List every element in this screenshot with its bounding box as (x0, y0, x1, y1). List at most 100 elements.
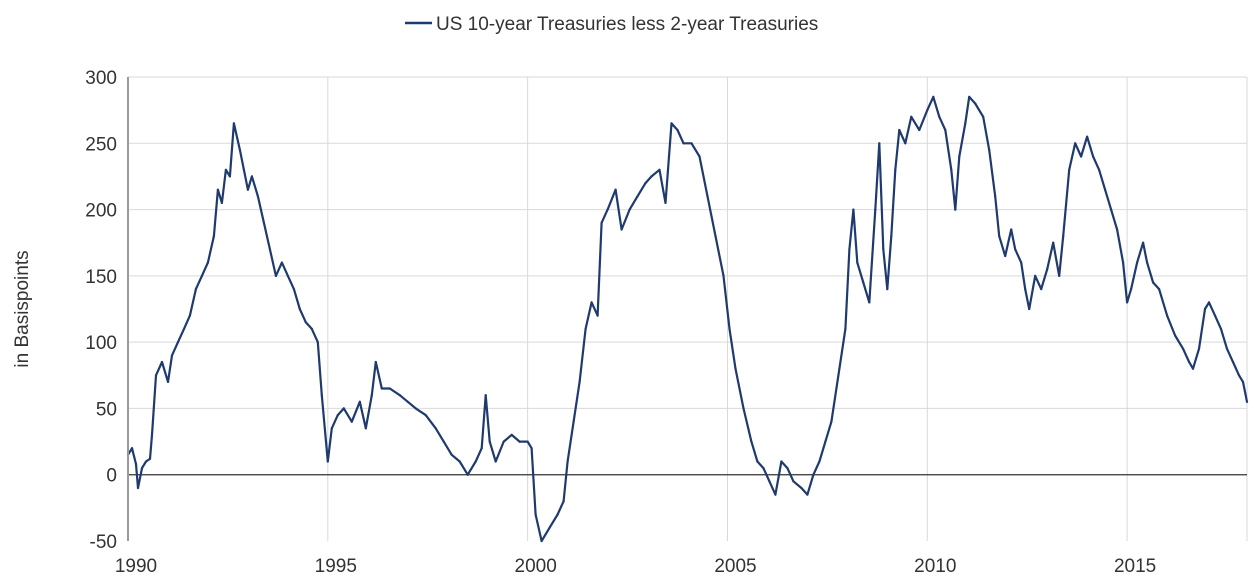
data-point (644, 182, 647, 185)
data-point (878, 142, 881, 145)
legend: US 10-year Treasuries less 2-year Treasu… (405, 14, 818, 35)
data-point (166, 380, 170, 383)
data-point (188, 314, 191, 317)
data-point (994, 195, 997, 198)
data-point (1116, 228, 1119, 231)
data-point (1034, 274, 1037, 277)
data-point (1010, 228, 1013, 231)
data-point (1046, 268, 1049, 271)
data-point (1166, 314, 1169, 317)
data-point (958, 155, 961, 158)
x-axis-ticks: 1990 1995 2000 2005 2010 2015 (115, 556, 1156, 577)
data-point (474, 460, 477, 463)
x-tick-label: 2000 (515, 556, 557, 577)
legend-label: US 10-year Treasuries less 2-year Treasu… (436, 14, 818, 35)
data-point (1188, 360, 1191, 364)
data-point (488, 440, 491, 443)
x-tick-label: 2005 (714, 556, 756, 577)
data-point (982, 115, 985, 118)
data-point (442, 440, 445, 443)
data-point (1062, 235, 1065, 238)
data-point (742, 407, 745, 410)
data-point (1014, 248, 1017, 251)
data-point (844, 327, 847, 330)
x-tick-label: 1995 (315, 556, 357, 577)
data-point (1241, 380, 1245, 383)
data-point (620, 228, 623, 231)
data-point (342, 407, 345, 410)
data-point (670, 122, 673, 125)
data-point (1020, 261, 1023, 264)
data-point (950, 168, 953, 171)
data-point (1174, 334, 1177, 337)
data-point (926, 109, 929, 112)
data-point (698, 155, 701, 158)
data-point (596, 314, 599, 317)
data-point (220, 201, 223, 204)
data-point (1122, 261, 1125, 264)
data-point (1130, 288, 1133, 291)
data-point (1058, 274, 1061, 277)
data-point (682, 142, 685, 145)
y-tick-label: 250 (85, 134, 117, 155)
data-point (750, 440, 753, 443)
data-point (1028, 307, 1031, 311)
data-point (194, 288, 197, 291)
data-point (154, 374, 158, 377)
data-point (756, 460, 759, 463)
data-point (326, 460, 329, 463)
data-point (148, 457, 152, 460)
data-point (1203, 307, 1207, 311)
data-point (176, 341, 180, 344)
data-point (1092, 155, 1095, 158)
data-point (768, 480, 771, 483)
data-point (182, 327, 186, 330)
data-point (526, 440, 529, 443)
data-point (406, 400, 409, 403)
data-point (134, 463, 138, 466)
data-point (238, 148, 241, 151)
data-point (286, 274, 289, 277)
data-point (150, 433, 154, 436)
data-point (780, 460, 783, 463)
data-point (268, 248, 271, 251)
data-point (690, 142, 693, 145)
data-point (274, 274, 277, 277)
data-point (414, 407, 417, 410)
data-point (170, 354, 174, 357)
data-point (480, 447, 483, 450)
data-point (852, 208, 855, 211)
data-point (494, 460, 497, 463)
data-point (1052, 241, 1055, 244)
data-point (862, 281, 865, 284)
data-point (676, 128, 679, 132)
data-point (224, 168, 227, 171)
data-point (562, 500, 565, 503)
data-point (714, 235, 717, 238)
y-tick-label: -50 (90, 532, 117, 553)
data-point (1080, 155, 1083, 158)
data-point (530, 447, 533, 450)
data-point (706, 195, 709, 198)
data-point (1225, 347, 1229, 350)
data-point (898, 128, 901, 132)
data-point (606, 208, 609, 211)
data-point (364, 427, 367, 430)
data-point (786, 467, 789, 470)
y-tick-label: 200 (85, 201, 117, 222)
data-point (212, 235, 215, 238)
data-point (374, 360, 377, 364)
data-point (938, 115, 941, 118)
data-point (774, 493, 777, 496)
data-point (540, 539, 543, 543)
x-tick-label: 1990 (115, 556, 157, 577)
data-point (398, 394, 401, 397)
data-point (636, 195, 639, 198)
data-point (856, 261, 859, 264)
y-tick-label: 0 (106, 466, 117, 487)
data-point (800, 486, 803, 490)
data-point (830, 420, 833, 423)
data-point (728, 327, 731, 330)
data-point (140, 467, 144, 470)
y-tick-label: 150 (85, 267, 117, 288)
